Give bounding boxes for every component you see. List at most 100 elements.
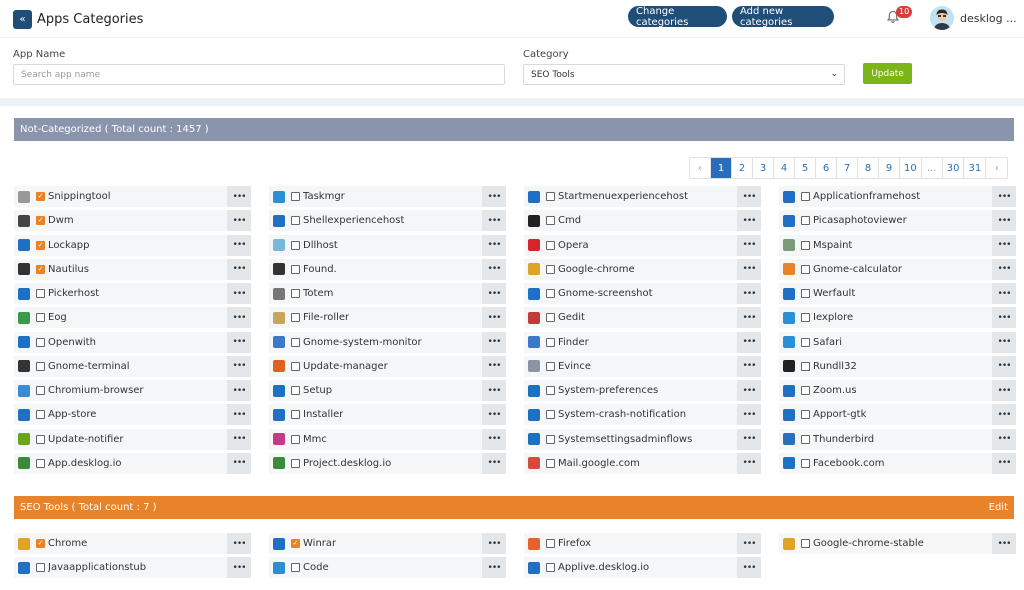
app-checkbox[interactable]	[801, 337, 810, 347]
app-checkbox[interactable]	[801, 192, 810, 201]
more-options-button[interactable]: •••	[227, 404, 251, 426]
more-options-button[interactable]: •••	[227, 331, 251, 353]
more-options-button[interactable]: •••	[992, 307, 1016, 329]
more-options-button[interactable]: •••	[482, 258, 506, 280]
more-options-button[interactable]: •••	[482, 331, 506, 353]
app-checkbox[interactable]	[546, 458, 555, 468]
more-options-button[interactable]: •••	[482, 557, 506, 579]
page-7[interactable]: 7	[837, 158, 858, 178]
app-checkbox[interactable]	[36, 386, 45, 395]
app-checkbox[interactable]	[801, 410, 810, 420]
more-options-button[interactable]: •••	[737, 533, 761, 554]
app-checkbox[interactable]	[291, 386, 300, 395]
page-30[interactable]: 30	[943, 158, 965, 178]
avatar[interactable]	[930, 6, 954, 30]
more-options-button[interactable]: •••	[227, 533, 251, 554]
app-checkbox[interactable]	[801, 216, 810, 226]
app-checkbox[interactable]: ✓	[36, 539, 45, 548]
more-options-button[interactable]: •••	[227, 258, 251, 280]
more-options-button[interactable]: •••	[482, 533, 506, 554]
more-options-button[interactable]: •••	[227, 452, 251, 474]
app-checkbox[interactable]	[546, 410, 555, 420]
more-options-button[interactable]: •••	[737, 234, 761, 256]
more-options-button[interactable]: •••	[737, 258, 761, 280]
more-options-button[interactable]: •••	[482, 404, 506, 426]
more-options-button[interactable]: •••	[482, 355, 506, 377]
more-options-button[interactable]: •••	[992, 404, 1016, 426]
more-options-button[interactable]: •••	[737, 428, 761, 450]
app-checkbox[interactable]: ✓	[291, 539, 300, 548]
app-checkbox[interactable]	[801, 386, 810, 395]
more-options-button[interactable]: •••	[992, 283, 1016, 304]
app-checkbox[interactable]: ✓	[36, 192, 45, 201]
more-options-button[interactable]: •••	[992, 533, 1016, 554]
more-options-button[interactable]: •••	[992, 234, 1016, 256]
more-options-button[interactable]: •••	[227, 380, 251, 401]
app-checkbox[interactable]: ✓	[36, 264, 45, 274]
more-options-button[interactable]: •••	[482, 186, 506, 207]
page-1[interactable]: 1	[711, 158, 732, 178]
more-options-button[interactable]: •••	[227, 186, 251, 207]
more-options-button[interactable]: •••	[737, 355, 761, 377]
app-checkbox[interactable]	[801, 434, 810, 444]
app-checkbox[interactable]	[291, 563, 300, 573]
app-checkbox[interactable]	[546, 289, 555, 298]
more-options-button[interactable]: •••	[482, 380, 506, 401]
change-categories-button[interactable]: Change categories	[628, 6, 727, 28]
app-checkbox[interactable]	[36, 410, 45, 420]
more-options-button[interactable]: •••	[737, 283, 761, 304]
search-app-name-input[interactable]: Search app name	[13, 64, 505, 85]
page-9[interactable]: 9	[879, 158, 900, 178]
app-checkbox[interactable]	[291, 434, 300, 444]
app-checkbox[interactable]	[291, 410, 300, 420]
app-checkbox[interactable]	[36, 458, 45, 468]
more-options-button[interactable]: •••	[992, 452, 1016, 474]
page-8[interactable]: 8	[858, 158, 879, 178]
more-options-button[interactable]: •••	[737, 307, 761, 329]
app-checkbox[interactable]	[291, 240, 300, 250]
more-options-button[interactable]: •••	[482, 210, 506, 232]
more-options-button[interactable]: •••	[737, 557, 761, 579]
app-checkbox[interactable]	[546, 313, 555, 323]
more-options-button[interactable]: •••	[482, 234, 506, 256]
app-checkbox[interactable]	[291, 216, 300, 226]
more-options-button[interactable]: •••	[737, 186, 761, 207]
more-options-button[interactable]: •••	[992, 186, 1016, 207]
app-checkbox[interactable]	[801, 313, 810, 323]
more-options-button[interactable]: •••	[992, 380, 1016, 401]
app-checkbox[interactable]	[801, 361, 810, 371]
app-checkbox[interactable]	[546, 386, 555, 395]
app-checkbox[interactable]	[36, 289, 45, 298]
app-checkbox[interactable]	[291, 289, 300, 298]
more-options-button[interactable]: •••	[737, 452, 761, 474]
page-5[interactable]: 5	[795, 158, 816, 178]
more-options-button[interactable]: •••	[482, 283, 506, 304]
app-checkbox[interactable]	[36, 313, 45, 323]
app-checkbox[interactable]	[801, 539, 810, 548]
more-options-button[interactable]: •••	[227, 234, 251, 256]
more-options-button[interactable]: •••	[737, 404, 761, 426]
user-name-menu[interactable]: desklog ...	[960, 12, 1017, 25]
app-checkbox[interactable]	[36, 563, 45, 573]
page-3[interactable]: 3	[753, 158, 774, 178]
app-checkbox[interactable]	[291, 192, 300, 201]
app-checkbox[interactable]	[546, 264, 555, 274]
more-options-button[interactable]: •••	[737, 380, 761, 401]
edit-link[interactable]: Edit	[988, 502, 1008, 513]
app-checkbox[interactable]	[546, 337, 555, 347]
bell-icon[interactable]	[886, 10, 902, 26]
more-options-button[interactable]: •••	[737, 210, 761, 232]
app-checkbox[interactable]	[801, 458, 810, 468]
more-options-button[interactable]: •••	[992, 428, 1016, 450]
more-options-button[interactable]: •••	[992, 331, 1016, 353]
app-checkbox[interactable]	[546, 192, 555, 201]
page-31[interactable]: 31	[964, 158, 987, 178]
page-10[interactable]: 10	[900, 158, 922, 178]
more-options-button[interactable]: •••	[227, 428, 251, 450]
page-4[interactable]: 4	[774, 158, 795, 178]
app-checkbox[interactable]	[546, 434, 555, 444]
app-checkbox[interactable]	[801, 240, 810, 250]
app-checkbox[interactable]	[291, 361, 300, 371]
more-options-button[interactable]: •••	[227, 210, 251, 232]
app-checkbox[interactable]	[546, 563, 555, 573]
